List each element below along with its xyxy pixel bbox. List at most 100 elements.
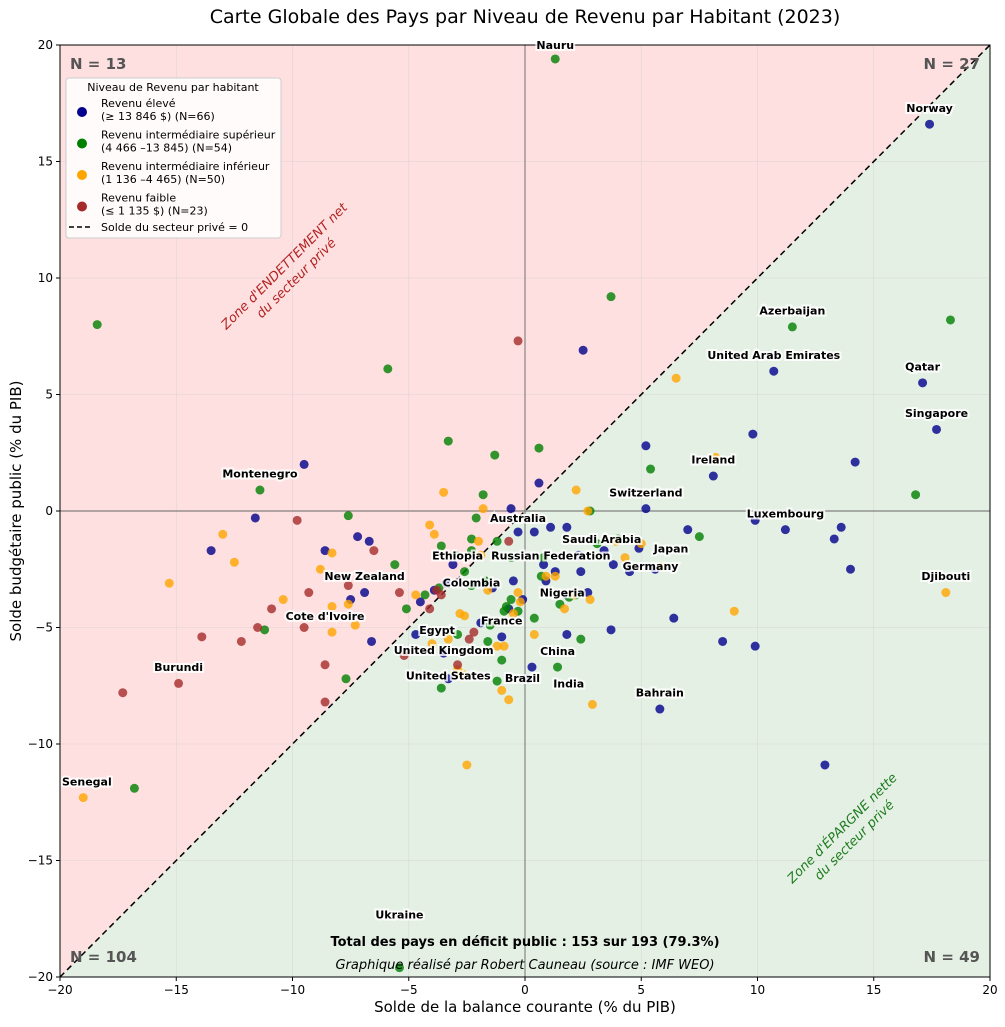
data-point xyxy=(918,378,928,388)
data-point xyxy=(780,525,790,535)
y-tick-label: −20 xyxy=(28,970,53,984)
legend-title: Niveau de Revenu par habitant xyxy=(87,81,259,94)
data-point xyxy=(364,536,374,546)
data-point xyxy=(292,515,302,525)
data-point xyxy=(471,513,481,523)
data-point xyxy=(483,636,493,646)
data-point xyxy=(343,581,353,591)
data-point xyxy=(343,599,353,609)
data-point xyxy=(560,604,570,614)
data-point xyxy=(553,662,563,672)
data-point xyxy=(529,613,539,623)
data-point xyxy=(492,536,502,546)
data-point xyxy=(129,783,139,793)
data-point xyxy=(641,504,651,514)
country-label: United States xyxy=(406,669,491,682)
data-point xyxy=(411,629,421,639)
data-point xyxy=(534,443,544,453)
x-axis-label: Solde de la balance courante (% du PIB) xyxy=(374,998,676,1016)
country-label: Luxembourg xyxy=(747,507,824,520)
plot-frame xyxy=(59,44,991,978)
country-label: Ethiopia xyxy=(432,549,483,562)
data-point xyxy=(583,588,593,598)
data-point xyxy=(539,560,549,570)
country-label: Senegal xyxy=(62,775,112,788)
data-point xyxy=(655,704,665,714)
axis-ticks: −20 −15 −10 −5 0 5 10 15 20 −20 −15 −10 −5 0 5 10 15 20 xyxy=(28,38,998,997)
data-point xyxy=(327,627,337,637)
data-point xyxy=(399,650,409,660)
zero-lines xyxy=(60,45,990,977)
data-point xyxy=(576,567,586,577)
x-tick-label: 15 xyxy=(866,983,881,997)
data-point xyxy=(206,546,216,556)
data-point xyxy=(436,683,446,693)
data-point xyxy=(636,539,646,549)
data-point xyxy=(585,595,595,605)
country-label: Russian Federation xyxy=(491,549,610,562)
country-label: Saudi Arabia xyxy=(562,533,641,546)
data-point xyxy=(469,627,479,637)
data-point xyxy=(492,641,502,651)
corner-count-top-right: N = 27 xyxy=(924,55,980,73)
data-point xyxy=(467,546,477,556)
x-tick-label: −5 xyxy=(400,983,418,997)
data-point xyxy=(229,557,239,567)
data-point xyxy=(850,457,860,467)
data-point xyxy=(534,478,544,488)
data-point xyxy=(250,513,260,523)
data-point xyxy=(513,336,523,346)
data-point xyxy=(299,459,309,469)
data-point xyxy=(462,760,472,770)
data-point xyxy=(478,490,488,500)
legend-range: (4 466 –13 845) (N=54) xyxy=(101,142,232,155)
data-point xyxy=(453,629,463,639)
data-point xyxy=(932,424,942,434)
y-tick-label: 10 xyxy=(38,271,53,285)
data-point xyxy=(383,364,393,374)
data-point xyxy=(327,548,337,558)
data-point xyxy=(260,625,270,635)
data-point xyxy=(504,536,514,546)
data-point xyxy=(506,553,516,563)
data-point xyxy=(443,634,453,644)
data-point xyxy=(460,611,470,621)
data-point xyxy=(197,632,207,642)
data-point xyxy=(443,674,453,684)
x-tick-label: 0 xyxy=(521,983,529,997)
data-point xyxy=(304,588,314,598)
data-point xyxy=(436,541,446,551)
data-point xyxy=(499,606,509,616)
data-point xyxy=(467,534,477,544)
data-point xyxy=(464,634,474,644)
data-point xyxy=(394,963,404,973)
data-point xyxy=(508,576,518,586)
data-point xyxy=(483,585,493,595)
legend-marker xyxy=(77,138,87,149)
data-point xyxy=(476,618,486,628)
data-point xyxy=(436,590,446,600)
country-label: United Arab Emirates xyxy=(707,349,840,362)
country-label: United Kingdom xyxy=(394,644,494,657)
data-point xyxy=(448,560,458,570)
data-point xyxy=(490,450,500,460)
data-point xyxy=(390,560,400,570)
data-point xyxy=(820,760,830,770)
data-point xyxy=(341,674,351,684)
legend-range: (≥ 13 846 $) (N=66) xyxy=(101,110,215,123)
legend-range: (≤ 1 135 $) (N=23) xyxy=(101,205,208,218)
data-point xyxy=(641,441,651,451)
data-point xyxy=(499,641,509,651)
data-point xyxy=(420,590,430,600)
data-point xyxy=(529,629,539,639)
data-point xyxy=(427,639,437,649)
data-point xyxy=(787,322,797,332)
country-label: Colombia xyxy=(443,576,501,589)
data-point xyxy=(750,515,760,525)
data-point xyxy=(836,522,846,532)
data-point xyxy=(576,634,586,644)
corner-counts: N = 13 N = 27 N = 104 N = 49 xyxy=(70,55,980,966)
data-point xyxy=(492,676,502,686)
country-label: Qatar xyxy=(905,361,940,374)
